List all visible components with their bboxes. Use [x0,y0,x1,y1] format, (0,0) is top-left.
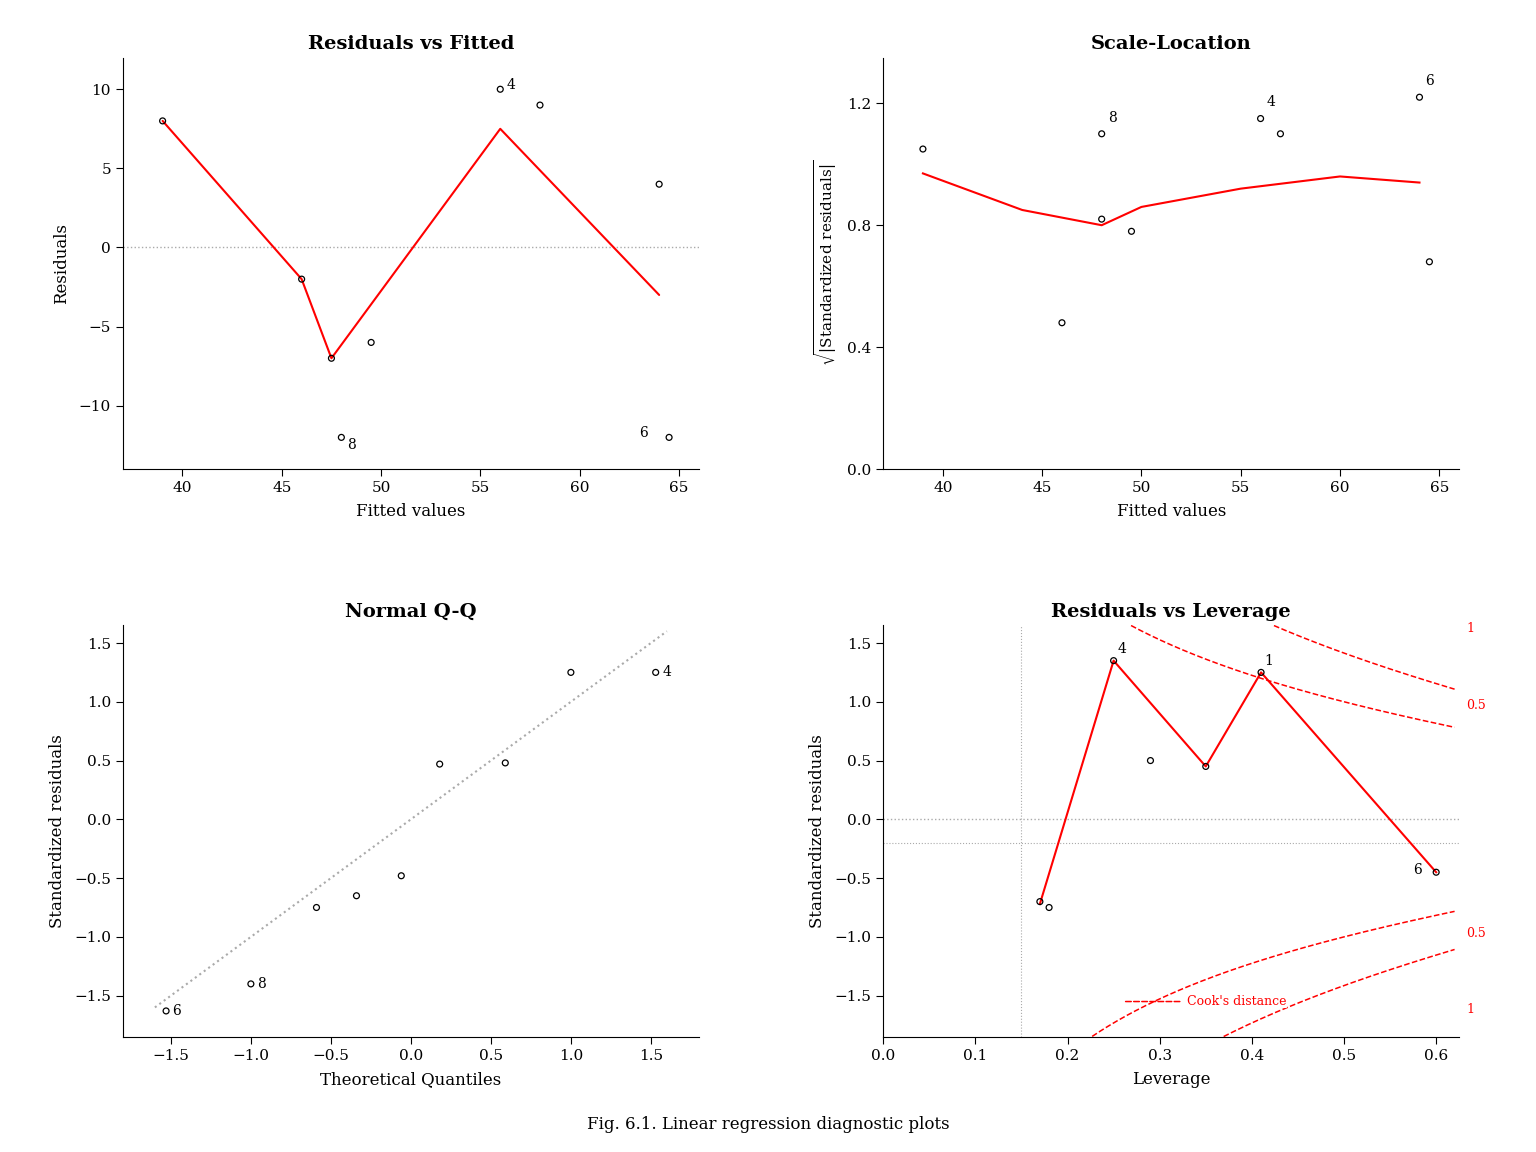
Title: Residuals vs Fitted: Residuals vs Fitted [307,36,515,53]
Point [427,755,452,773]
Point [528,96,553,114]
Point [1249,664,1273,682]
Point [1037,899,1061,917]
Point [389,866,413,885]
Text: 4: 4 [1117,642,1126,655]
Point [1089,124,1114,143]
Text: 8: 8 [1107,111,1117,124]
Y-axis label: Standardized residuals: Standardized residuals [809,734,826,929]
Text: 4: 4 [662,666,671,680]
Point [1418,252,1442,271]
Point [1101,651,1126,669]
Text: 6: 6 [1413,863,1422,877]
Y-axis label: $\sqrt{|\mathregular{Standardized\ residuals}|}$: $\sqrt{|\mathregular{Standardized\ resid… [813,160,839,366]
Text: 8: 8 [257,977,266,991]
Text: 6: 6 [639,425,648,440]
Text: 1: 1 [1467,1003,1475,1016]
Point [154,1002,178,1021]
Point [559,664,584,682]
Point [1120,222,1144,241]
Point [344,887,369,905]
Point [1049,313,1074,332]
Text: 4: 4 [1267,96,1275,109]
X-axis label: Leverage: Leverage [1132,1071,1210,1087]
Text: 0.5: 0.5 [1467,927,1487,940]
Y-axis label: Standardized residuals: Standardized residuals [49,734,66,929]
Point [911,139,935,158]
Text: 6: 6 [1425,74,1435,88]
Point [1249,109,1273,128]
X-axis label: Fitted values: Fitted values [356,503,465,521]
Point [1193,757,1218,775]
Point [644,664,668,682]
Point [304,899,329,917]
Point [359,333,384,351]
Point [1269,124,1293,143]
X-axis label: Theoretical Quantiles: Theoretical Quantiles [319,1071,502,1087]
Title: Normal Q-Q: Normal Q-Q [346,602,476,621]
X-axis label: Fitted values: Fitted values [1117,503,1226,521]
Point [493,753,518,772]
Point [657,429,682,447]
Point [289,270,313,288]
Point [1138,751,1163,770]
Point [151,112,175,130]
Text: 6: 6 [172,1003,181,1018]
Text: 1: 1 [1264,653,1273,668]
Text: Fig. 6.1. Linear regression diagnostic plots: Fig. 6.1. Linear regression diagnostic p… [587,1116,949,1132]
Y-axis label: Residuals: Residuals [54,222,71,304]
Point [319,349,344,367]
Text: 0.5: 0.5 [1467,699,1487,712]
Point [1028,893,1052,911]
Text: 8: 8 [347,438,356,453]
Text: 1: 1 [1467,622,1475,636]
Point [238,975,263,993]
Text: Cook's distance: Cook's distance [1187,995,1287,1008]
Point [1424,863,1448,881]
Point [1089,210,1114,228]
Point [1407,88,1432,106]
Text: 4: 4 [507,77,515,91]
Point [329,429,353,447]
Point [488,79,513,98]
Point [647,175,671,194]
Title: Scale-Location: Scale-Location [1091,36,1252,53]
Title: Residuals vs Leverage: Residuals vs Leverage [1051,602,1292,621]
